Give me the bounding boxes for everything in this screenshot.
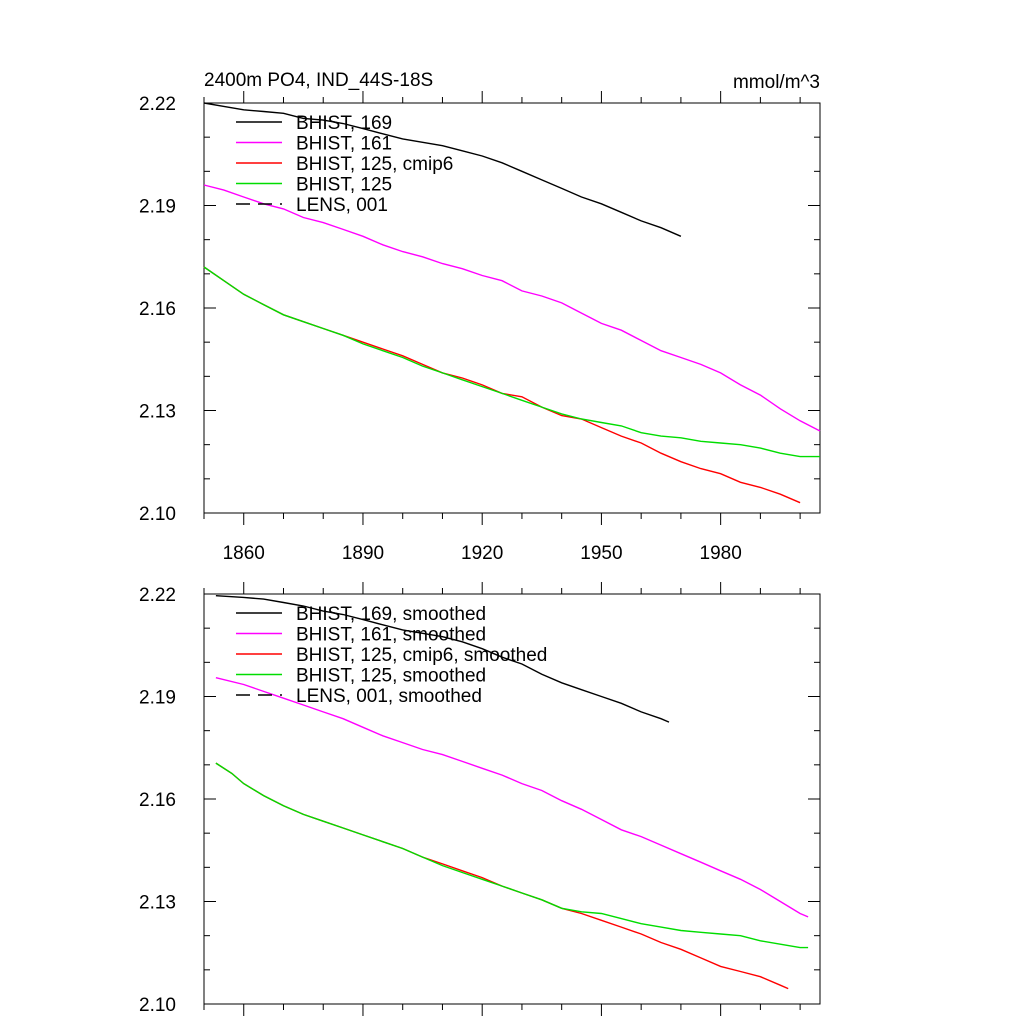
y-tick-label: 2.22 [139,94,176,115]
y-tick-label: 2.10 [139,995,176,1016]
x-tick-label: 1950 [580,543,622,564]
y-tick-label: 2.19 [139,197,176,218]
y-tick-label: 2.10 [139,504,176,525]
legend-label: BHIST, 125, cmip6, smoothed [296,645,547,666]
y-tick-label: 2.16 [139,299,176,320]
series-line-3 [203,266,820,458]
legend-label: BHIST, 161 [296,134,392,155]
legend-label: LENS, 001, smoothed [296,686,482,707]
series-line-1 [203,184,821,432]
series-line-2 [215,762,789,990]
x-tick-label: 1890 [342,543,384,564]
series-line-3 [215,762,809,949]
legend-label: BHIST, 169 [296,113,392,134]
y-tick-label: 2.16 [139,790,176,811]
series-line-2 [203,266,801,504]
series-line-1 [215,677,809,918]
legend-label: BHIST, 161, smoothed [296,625,486,646]
x-tick-label: 1980 [700,543,742,564]
bottom-panel: 2.10 2.13 2.16 2.19 2.22 BHIST, 169, smoothed… [139,582,821,1016]
series-line-0 [203,102,682,237]
y-tick-label: 2.13 [139,402,176,423]
top-panel: 2.10 2.13 2.16 2.19 2.22 1860 1890 1920 1950 1980… [139,91,821,564]
y-tick-label: 2.13 [139,893,176,914]
units-label: mmol/m^3 [733,72,820,93]
legend-label: BHIST, 125 [296,175,392,196]
series-line-0 [215,595,670,723]
y-tick-label: 2.19 [139,688,176,709]
legend-label: BHIST, 169, smoothed [296,604,486,625]
legend-label: BHIST, 125, smoothed [296,666,486,687]
x-tick-label: 1920 [461,543,503,564]
legend-label: BHIST, 125, cmip6 [296,154,453,175]
x-tick-label: 1860 [223,543,265,564]
chart-title: 2400m PO4, IND_44S-18S [204,70,433,91]
y-tick-label: 2.22 [139,585,176,606]
legend-label: LENS, 001 [296,195,388,216]
